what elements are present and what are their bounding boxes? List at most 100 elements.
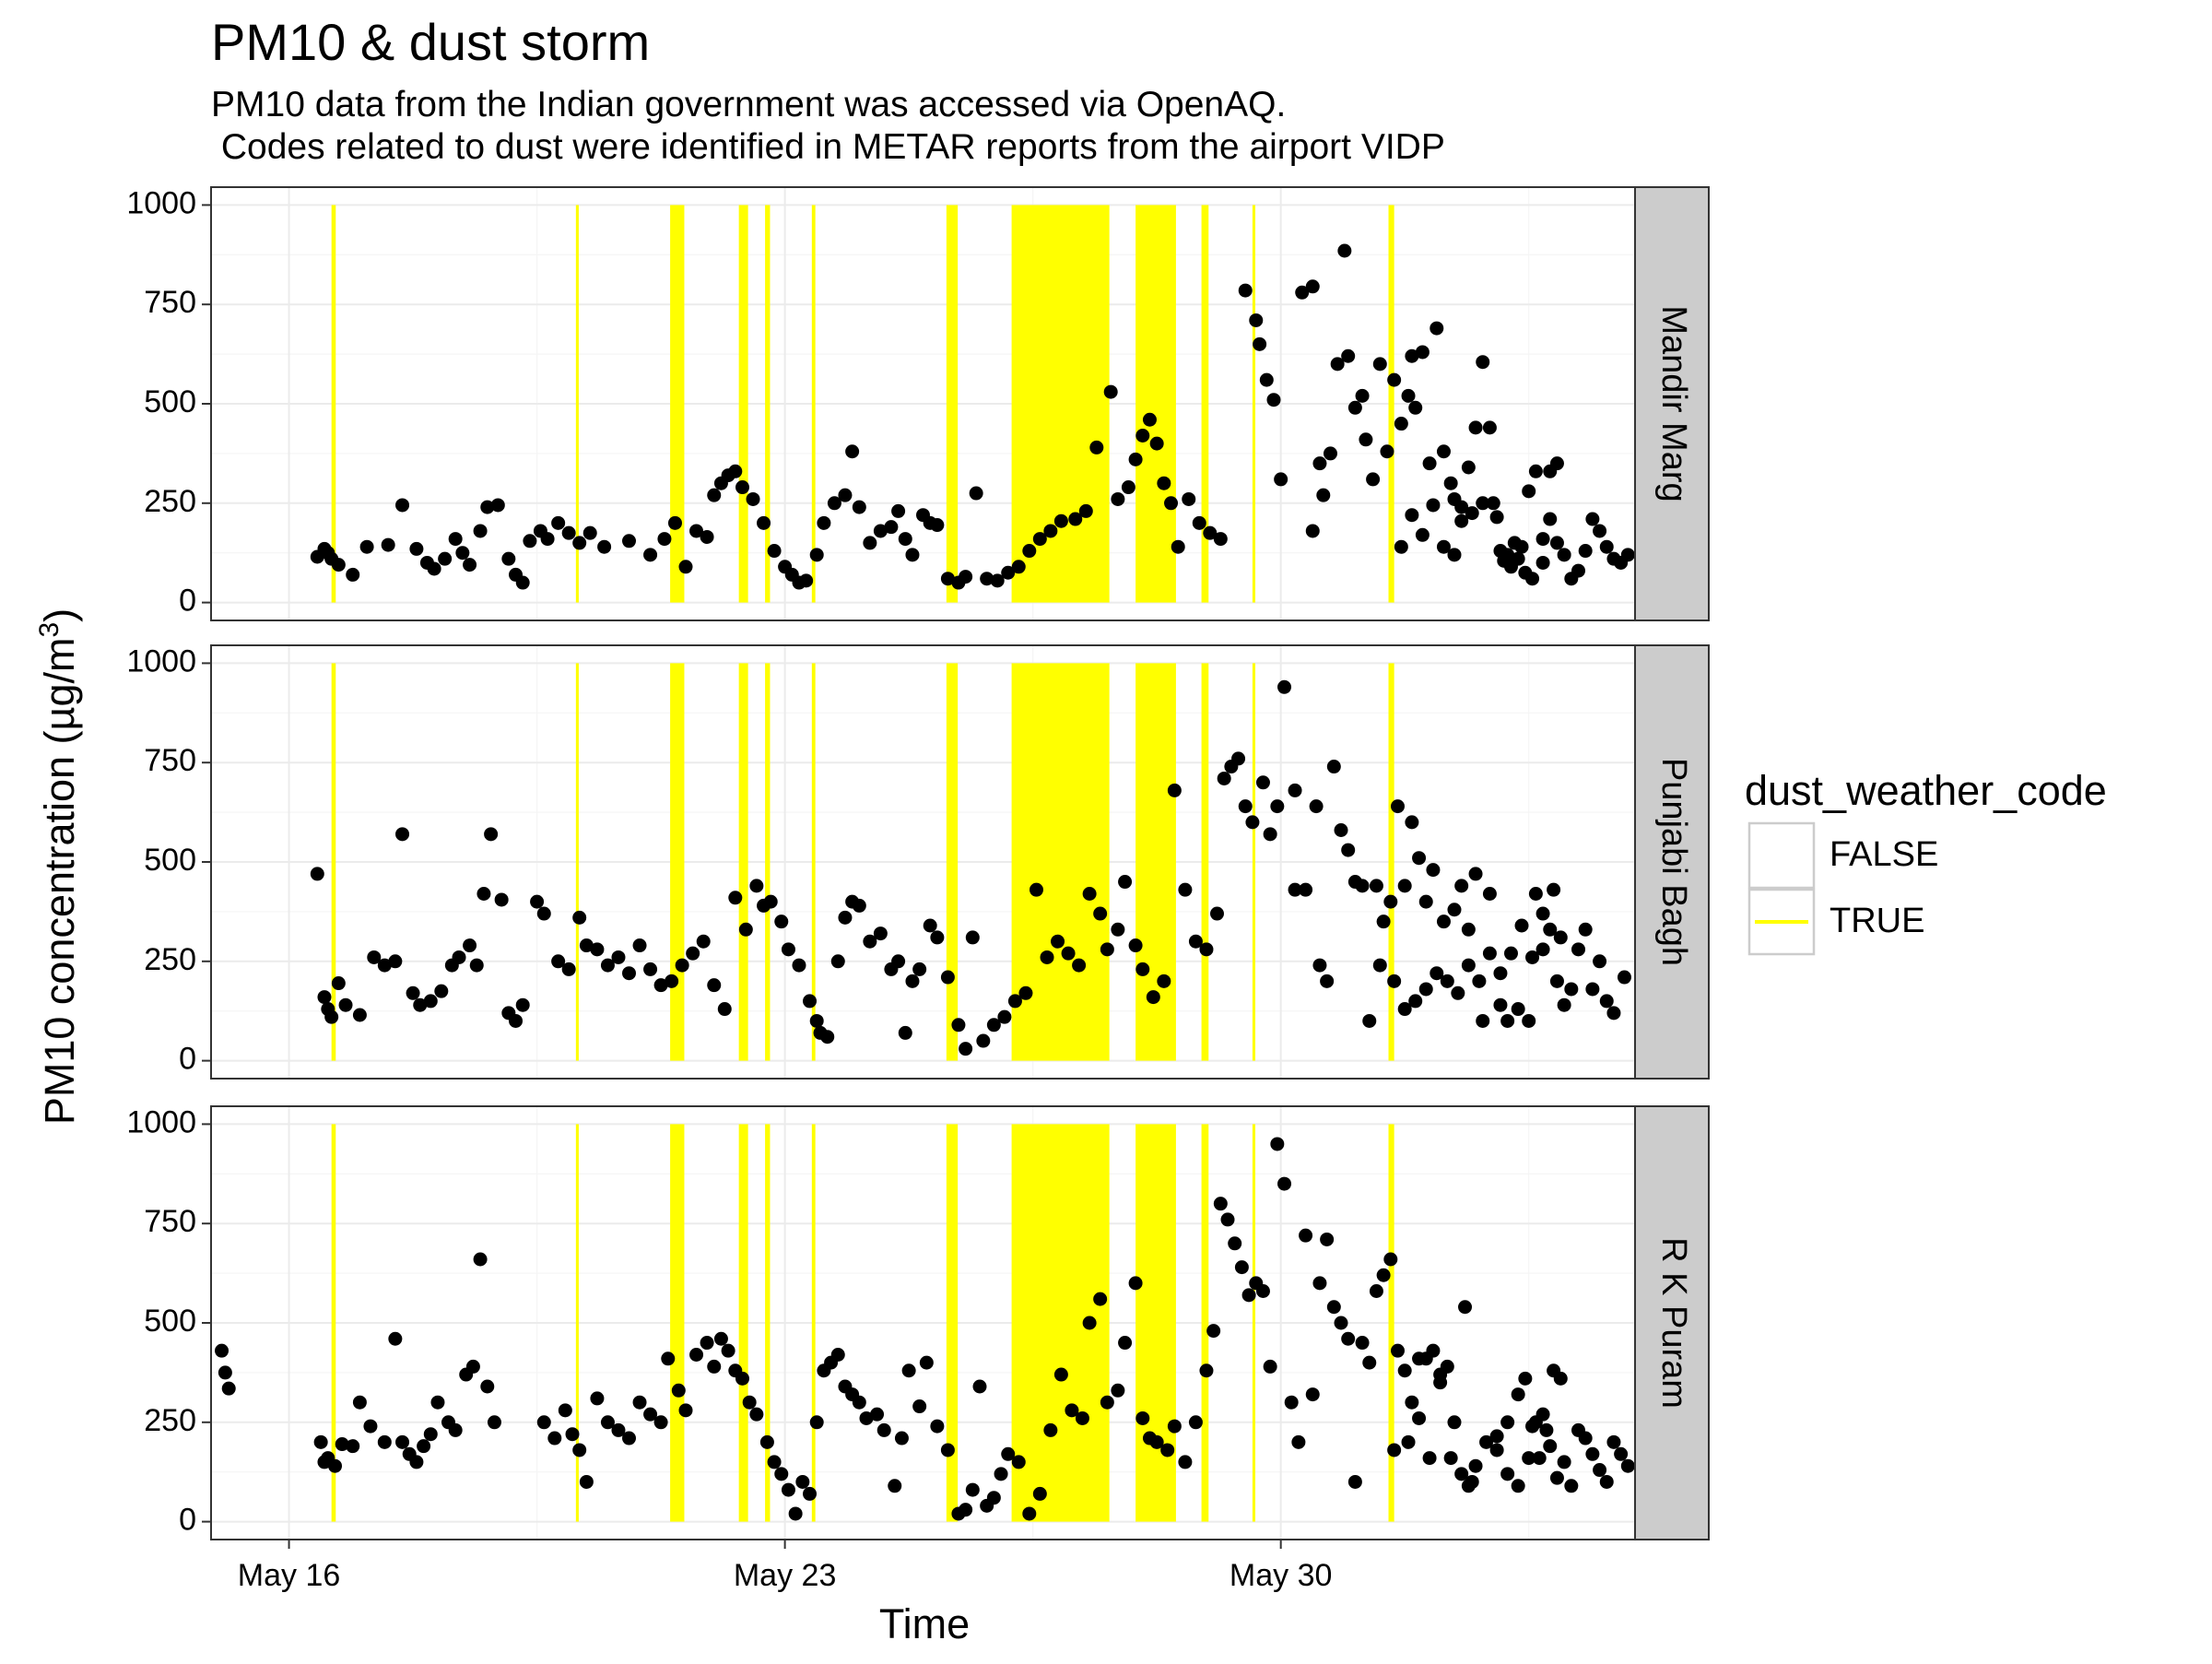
data-point [767, 1455, 782, 1469]
data-point [1043, 1422, 1058, 1437]
data-point [1316, 488, 1331, 502]
data-point [1465, 506, 1479, 521]
dust-period-band [811, 663, 816, 1061]
data-point [1397, 1002, 1412, 1017]
data-point [830, 1347, 845, 1362]
data-point [809, 548, 824, 562]
data-point [980, 572, 994, 586]
facet-panel: Mandir Marg 0 250 500 750 1000 [126, 185, 1710, 621]
data-point [469, 958, 484, 973]
data-point [1585, 982, 1600, 997]
data-point [1383, 1252, 1398, 1267]
data-point [817, 515, 831, 530]
data-point [1500, 548, 1515, 562]
data-point [1305, 1387, 1320, 1402]
data-point [1270, 1137, 1285, 1151]
data-point [1408, 400, 1423, 415]
data-point [1238, 799, 1253, 814]
data-point [707, 1359, 722, 1374]
facet-strip-label: Punjabi Bagh [1654, 758, 1693, 966]
data-point [377, 958, 392, 973]
dust-period-band [1135, 1124, 1176, 1522]
data-point [1476, 496, 1490, 511]
data-point [972, 1379, 987, 1394]
data-point [990, 573, 1005, 588]
data-point [721, 1343, 735, 1358]
data-point [959, 1042, 973, 1056]
data-point [1072, 958, 1087, 973]
data-point [1535, 1407, 1550, 1422]
data-point [803, 994, 818, 1009]
data-point [852, 898, 866, 913]
data-point [1164, 496, 1179, 511]
data-point [1051, 934, 1065, 949]
data-point [803, 1486, 818, 1501]
data-point [1482, 420, 1497, 435]
data-point [215, 1343, 229, 1358]
data-point [409, 1455, 424, 1469]
data-point [540, 532, 555, 547]
data-point [759, 1434, 774, 1449]
data-point [1436, 915, 1451, 929]
data-point [1253, 336, 1267, 351]
data-point [1426, 498, 1441, 513]
data-point [409, 541, 424, 556]
data-point [1514, 918, 1529, 933]
data-point [1391, 799, 1405, 814]
data-point [1018, 985, 1033, 1000]
data-point [781, 942, 795, 957]
x-axis: May 16 May 23 May 30 [238, 1540, 1332, 1593]
data-point [1405, 815, 1419, 830]
data-point [572, 910, 587, 925]
data-point [1511, 1002, 1525, 1017]
data-point [597, 539, 612, 554]
data-point [746, 491, 760, 506]
data-point [1111, 922, 1125, 937]
data-point [1032, 532, 1047, 547]
data-point [653, 1415, 668, 1430]
data-point [1082, 1316, 1097, 1330]
data-point [713, 1331, 728, 1346]
data-point [395, 827, 410, 842]
data-point [1299, 882, 1313, 897]
data-point [696, 934, 711, 949]
data-point [643, 1407, 658, 1422]
data-point [930, 930, 945, 945]
dust-period-band [1011, 663, 1110, 1061]
data-point [838, 910, 853, 925]
data-point [1065, 1403, 1079, 1418]
data-point [1535, 555, 1550, 570]
data-point [1171, 539, 1185, 554]
data-point [1157, 476, 1171, 490]
data-point [1482, 886, 1497, 901]
data-point [1320, 974, 1335, 988]
data-point [657, 532, 672, 547]
data-point [969, 486, 983, 501]
data-point [1068, 512, 1083, 526]
data-point [484, 827, 499, 842]
data-point [940, 970, 955, 985]
data-point [1128, 452, 1143, 466]
data-point [1334, 1316, 1348, 1330]
data-point [1391, 1343, 1405, 1358]
data-point [1472, 974, 1487, 988]
y-tick-label: 1000 [126, 643, 196, 679]
data-point [1535, 942, 1550, 957]
data-point [324, 1009, 339, 1024]
data-point [809, 1013, 824, 1028]
legend-title: dust_weather_code [1745, 767, 2107, 814]
data-point [1001, 565, 1016, 580]
data-point [1443, 476, 1458, 490]
data-point [1007, 994, 1022, 1009]
data-point [1255, 1284, 1270, 1299]
dust-period-band [1252, 1124, 1255, 1522]
data-point [473, 524, 488, 538]
data-point [551, 515, 566, 530]
data-point [728, 464, 743, 478]
data-point [997, 1009, 1012, 1024]
data-point [1447, 903, 1462, 917]
data-point [1514, 539, 1529, 554]
data-point [395, 498, 410, 513]
data-point [1259, 372, 1274, 387]
data-point [1489, 1429, 1504, 1444]
